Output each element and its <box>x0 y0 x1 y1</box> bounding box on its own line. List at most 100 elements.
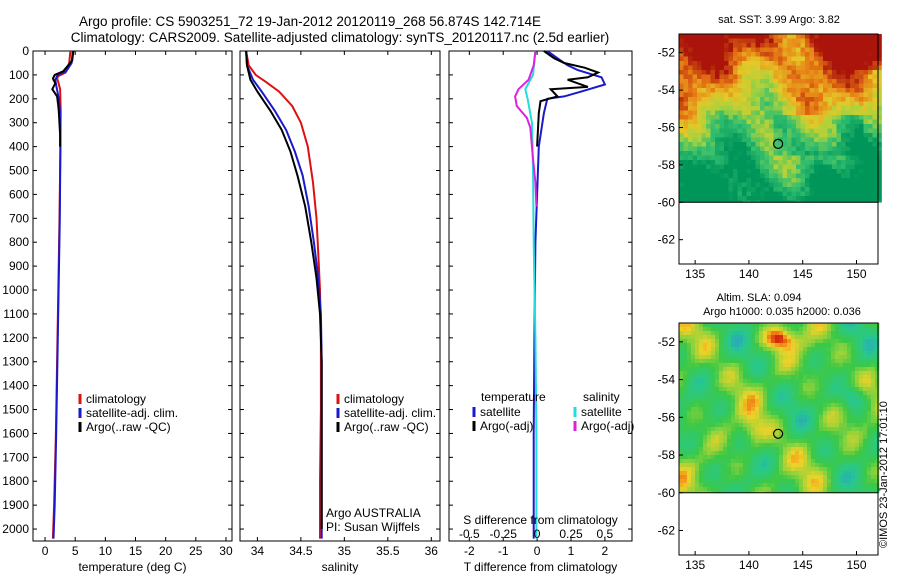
map-cell <box>811 443 816 448</box>
map-cell <box>711 379 716 384</box>
map-cell <box>827 407 832 412</box>
map-cell <box>764 173 770 179</box>
map-cell <box>799 379 804 384</box>
map-cell <box>701 79 707 84</box>
map-cell <box>871 347 876 352</box>
map-cell <box>683 142 689 147</box>
map-cell <box>715 487 720 492</box>
map-cell <box>688 182 693 188</box>
map-cell <box>727 331 732 336</box>
map-cell <box>847 415 852 420</box>
map-cell <box>715 56 720 62</box>
map-cell <box>724 115 729 120</box>
map-cell <box>796 169 801 174</box>
map-cell <box>839 359 844 364</box>
map-cell <box>807 407 812 412</box>
map-cell <box>818 97 824 102</box>
map-cell <box>872 61 878 66</box>
map-cell <box>739 379 744 384</box>
map-cell <box>795 323 800 328</box>
map-cell <box>818 110 824 116</box>
map-cell <box>827 323 832 328</box>
map-cell <box>727 371 732 376</box>
map-cell <box>759 459 764 464</box>
map-cell <box>863 52 869 57</box>
map-cell <box>751 463 756 468</box>
map-cell <box>805 160 810 165</box>
map-cell <box>737 38 743 44</box>
map-cell <box>715 200 720 203</box>
map-cell <box>815 335 820 340</box>
map-cell <box>815 383 820 388</box>
map-cell <box>715 38 720 44</box>
map-cell <box>692 79 698 84</box>
map-cell <box>711 327 716 332</box>
map-cell <box>811 447 816 452</box>
map-cell <box>755 34 761 39</box>
map-cell <box>715 106 720 111</box>
map-cell <box>769 34 774 39</box>
map-cell <box>871 487 876 492</box>
map-cell <box>723 355 728 360</box>
map-cell <box>850 151 855 156</box>
map-cell <box>755 52 761 57</box>
map-cell <box>715 447 720 452</box>
map-cell <box>742 92 747 98</box>
map-cell <box>688 38 693 44</box>
map-cell <box>868 65 873 71</box>
map-cell <box>751 379 756 384</box>
map-cell <box>847 407 852 412</box>
map-cell <box>691 467 696 472</box>
map-cell <box>827 124 833 129</box>
map-cell <box>803 407 808 412</box>
map-cell <box>803 347 808 352</box>
map-cell <box>877 79 882 84</box>
map-cell <box>845 61 851 66</box>
map-cell <box>851 339 856 344</box>
map-cell <box>771 351 776 356</box>
map-cell <box>872 88 878 93</box>
map-cell <box>854 164 860 170</box>
x-tick-label: 0 <box>534 544 541 558</box>
map-cell <box>695 391 700 396</box>
map-cell <box>759 343 764 348</box>
map-cell <box>743 419 748 424</box>
map-cell <box>735 399 740 404</box>
map-cell <box>855 391 860 396</box>
map-cell <box>706 115 711 120</box>
map-cell <box>759 327 764 332</box>
map-cell <box>742 56 747 62</box>
map-cell <box>759 407 764 412</box>
map-cell <box>775 463 780 468</box>
map-cell <box>811 451 816 456</box>
map-cell <box>835 363 840 368</box>
map-cell <box>695 375 700 380</box>
map-cell <box>691 455 696 460</box>
map-cell <box>769 97 774 102</box>
map-cell <box>773 128 779 134</box>
map-cell <box>771 339 776 344</box>
map-cell <box>695 407 700 412</box>
legend-label: Argo(..raw -QC) <box>86 420 171 434</box>
map-cell <box>731 395 736 400</box>
map-cell <box>771 411 776 416</box>
map-cell <box>773 115 779 120</box>
map-cell <box>855 407 860 412</box>
lat-tick-label: -60 <box>658 195 676 209</box>
map-cell <box>692 97 698 102</box>
map-cell <box>859 411 864 416</box>
map-cell <box>843 331 848 336</box>
map-cell <box>841 43 846 48</box>
map-cell <box>746 128 752 134</box>
map-cell <box>711 439 716 444</box>
map-cell <box>755 439 760 444</box>
map-cell <box>854 97 860 102</box>
map-cell <box>723 351 728 356</box>
map-cell <box>691 411 696 416</box>
map-cell <box>847 455 852 460</box>
map-cell <box>811 439 816 444</box>
map-cell <box>703 347 708 352</box>
map-cell <box>775 419 780 424</box>
map-cell <box>764 97 770 102</box>
map-cell <box>863 124 869 129</box>
